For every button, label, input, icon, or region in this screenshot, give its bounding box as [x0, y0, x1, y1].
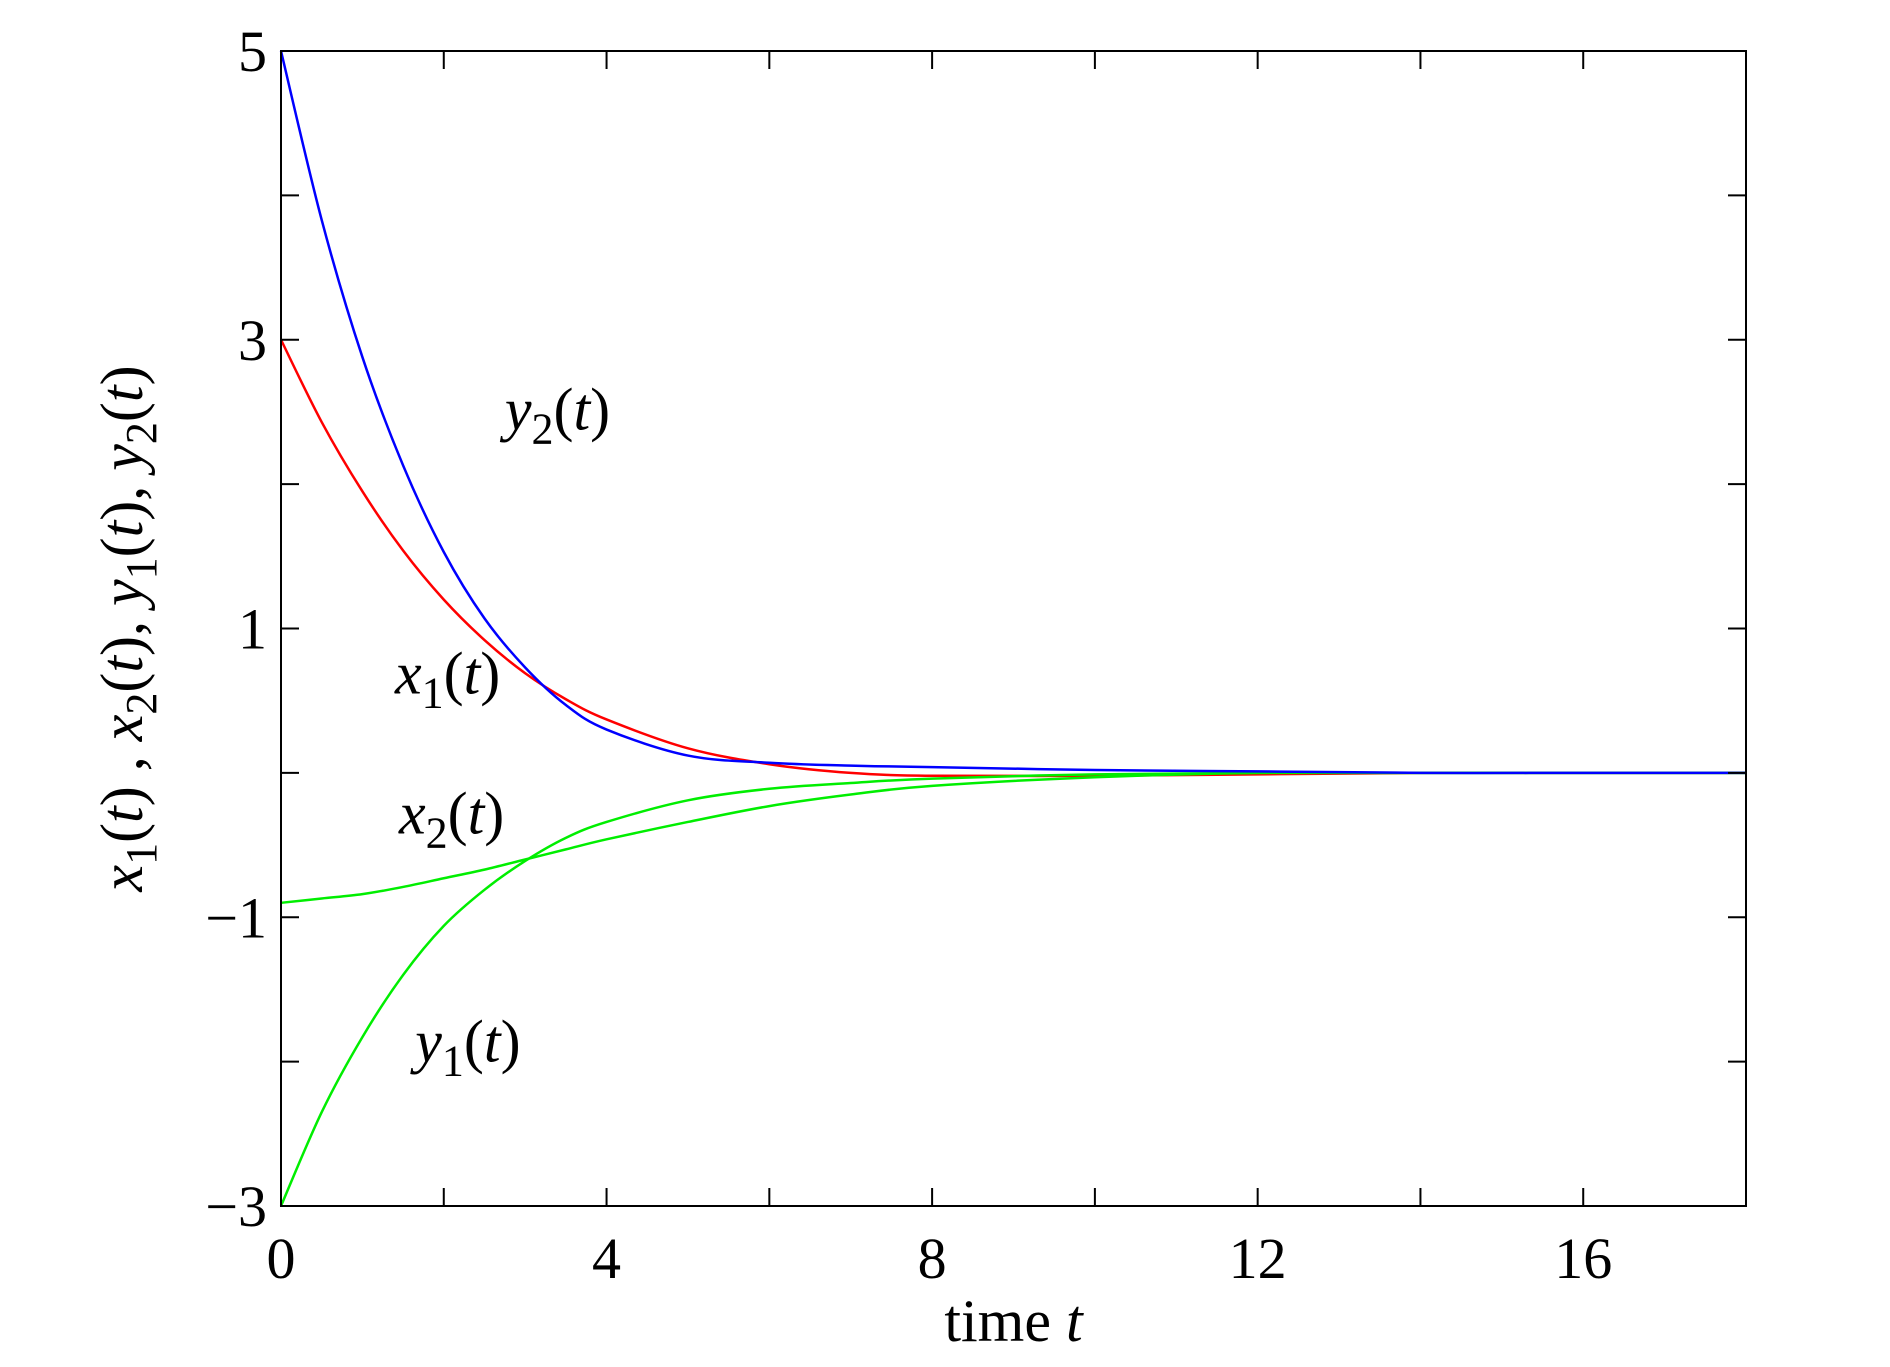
tick-labels: 0 4 8 12 16 −3 −1 1 3 5	[205, 19, 1612, 1291]
x-tick-label: 0	[267, 1226, 296, 1291]
curve-label-y2: y2(t)	[499, 376, 610, 453]
curve-labels: y2(t) x1(t) x2(t) y1(t)	[394, 376, 610, 1085]
x-tick-label: 12	[1229, 1226, 1287, 1291]
y-tick-label: 5	[238, 19, 267, 84]
curves	[279, 50, 1746, 1207]
curve-label-x1: x1(t)	[394, 640, 500, 717]
y-tick-label: 3	[238, 308, 267, 373]
curve-label-x2: x2(t)	[398, 781, 504, 858]
y-tick-label: 1	[238, 597, 267, 662]
x-axis-label: time t	[944, 1288, 1084, 1354]
y-tick-label: −1	[205, 885, 267, 950]
x-tick-label: 8	[918, 1226, 947, 1291]
ticks	[280, 50, 1746, 1207]
x-tick-label: 4	[592, 1226, 621, 1291]
series-x1-line	[279, 339, 1746, 778]
y-axis-label: x1(t) , x2(t), y1(t), y2(t)	[89, 365, 166, 892]
y-tick-label: −3	[205, 1174, 267, 1239]
curve-label-y1: y1(t)	[409, 1009, 520, 1086]
x-tick-label: 16	[1554, 1226, 1612, 1291]
series-y2-line	[279, 50, 1746, 775]
